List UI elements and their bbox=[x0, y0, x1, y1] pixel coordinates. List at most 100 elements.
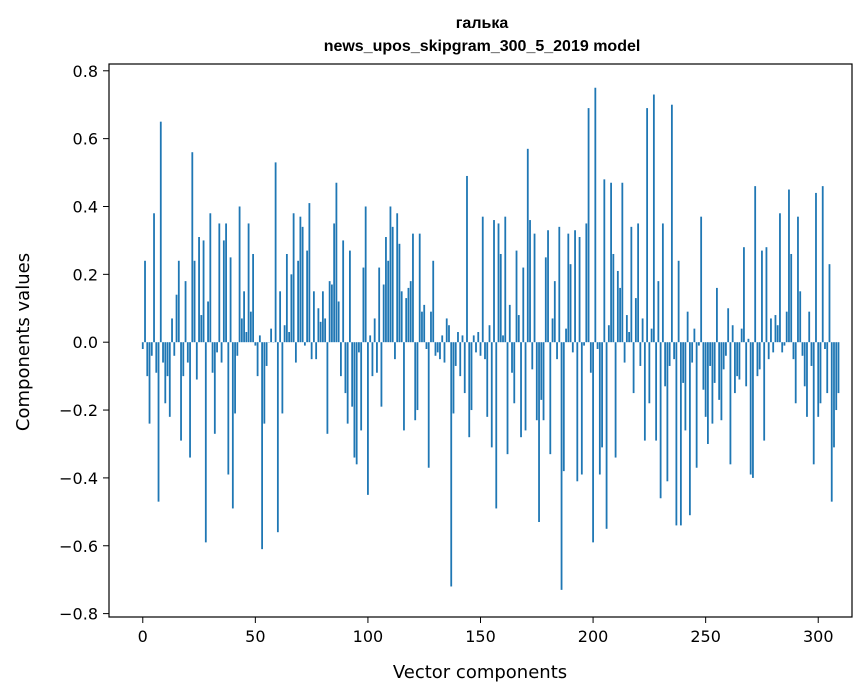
bar bbox=[743, 247, 745, 343]
bar bbox=[337, 301, 340, 343]
bar bbox=[186, 342, 189, 363]
bar bbox=[616, 270, 619, 343]
bar bbox=[479, 342, 482, 356]
y-axis-label: Components values bbox=[13, 253, 34, 431]
bar bbox=[297, 260, 300, 343]
bar bbox=[558, 226, 561, 343]
bar bbox=[688, 342, 691, 516]
bar bbox=[821, 186, 824, 343]
bar bbox=[747, 338, 750, 343]
bar bbox=[637, 223, 640, 343]
bar bbox=[220, 342, 223, 363]
bar bbox=[171, 318, 173, 343]
bar bbox=[211, 342, 214, 373]
bar bbox=[490, 342, 493, 448]
bar bbox=[432, 260, 435, 343]
bar bbox=[531, 342, 534, 370]
bar bbox=[427, 342, 430, 468]
bar bbox=[745, 342, 748, 387]
x-tick-label: 250 bbox=[690, 627, 721, 646]
bar bbox=[666, 342, 669, 482]
y-tick-label: −0.4 bbox=[59, 469, 98, 488]
bar bbox=[150, 342, 153, 356]
bar bbox=[790, 253, 793, 343]
bar bbox=[173, 342, 176, 356]
bar bbox=[812, 342, 815, 465]
bar bbox=[833, 342, 835, 448]
bar bbox=[704, 342, 707, 417]
bar bbox=[727, 308, 730, 343]
bar bbox=[256, 342, 259, 377]
bar bbox=[484, 342, 486, 360]
bar bbox=[472, 335, 475, 343]
bar bbox=[200, 315, 203, 343]
bar bbox=[493, 220, 495, 343]
bar bbox=[828, 264, 831, 343]
bar bbox=[331, 284, 333, 343]
bar bbox=[758, 342, 761, 370]
bar bbox=[502, 335, 504, 343]
bar bbox=[351, 342, 354, 407]
bar bbox=[776, 325, 779, 343]
bar bbox=[668, 342, 671, 366]
bar bbox=[571, 342, 574, 353]
bar bbox=[655, 342, 658, 441]
bar bbox=[189, 342, 191, 458]
bar bbox=[445, 318, 448, 343]
bar bbox=[209, 213, 212, 343]
bar bbox=[506, 342, 509, 455]
bar bbox=[576, 342, 579, 482]
bar bbox=[283, 325, 286, 343]
bar bbox=[312, 291, 315, 343]
chart-title-line2: news_upos_skipgram_300_5_2019 model bbox=[324, 38, 641, 55]
bar bbox=[817, 342, 820, 417]
bar bbox=[556, 342, 558, 360]
bar bbox=[333, 223, 336, 343]
bar bbox=[794, 342, 797, 404]
bar bbox=[191, 152, 194, 343]
bar bbox=[612, 253, 615, 343]
bar bbox=[738, 342, 741, 380]
bar bbox=[414, 342, 417, 421]
bar bbox=[639, 342, 642, 366]
bar bbox=[396, 213, 399, 343]
bar bbox=[276, 342, 279, 533]
bar bbox=[547, 230, 549, 343]
bar bbox=[310, 342, 313, 360]
bar bbox=[436, 342, 439, 353]
bar bbox=[317, 308, 320, 343]
bar bbox=[756, 342, 759, 377]
bar bbox=[508, 304, 511, 343]
bar bbox=[425, 342, 428, 349]
bar bbox=[385, 237, 387, 343]
x-tick-label: 300 bbox=[803, 627, 834, 646]
bar bbox=[279, 291, 282, 343]
bar bbox=[321, 291, 324, 343]
bar bbox=[141, 342, 144, 349]
bar bbox=[835, 342, 838, 411]
bar bbox=[243, 291, 245, 343]
bar bbox=[319, 321, 322, 343]
bar bbox=[430, 311, 432, 343]
bar bbox=[335, 182, 338, 343]
bar bbox=[815, 192, 817, 343]
bar bbox=[511, 342, 513, 373]
bar bbox=[452, 342, 455, 414]
bar bbox=[475, 342, 477, 353]
bar bbox=[713, 342, 716, 383]
bar bbox=[342, 240, 345, 343]
bar bbox=[240, 318, 243, 343]
bar bbox=[673, 342, 676, 360]
bar bbox=[533, 233, 536, 343]
bar bbox=[691, 342, 694, 363]
bar bbox=[785, 311, 788, 343]
bar bbox=[675, 342, 678, 526]
bar bbox=[391, 226, 394, 343]
bar bbox=[783, 342, 786, 346]
bar bbox=[632, 342, 635, 394]
bar bbox=[551, 318, 554, 343]
bar bbox=[634, 298, 637, 343]
bar bbox=[231, 342, 234, 509]
bar bbox=[538, 342, 540, 523]
bar bbox=[202, 240, 205, 343]
